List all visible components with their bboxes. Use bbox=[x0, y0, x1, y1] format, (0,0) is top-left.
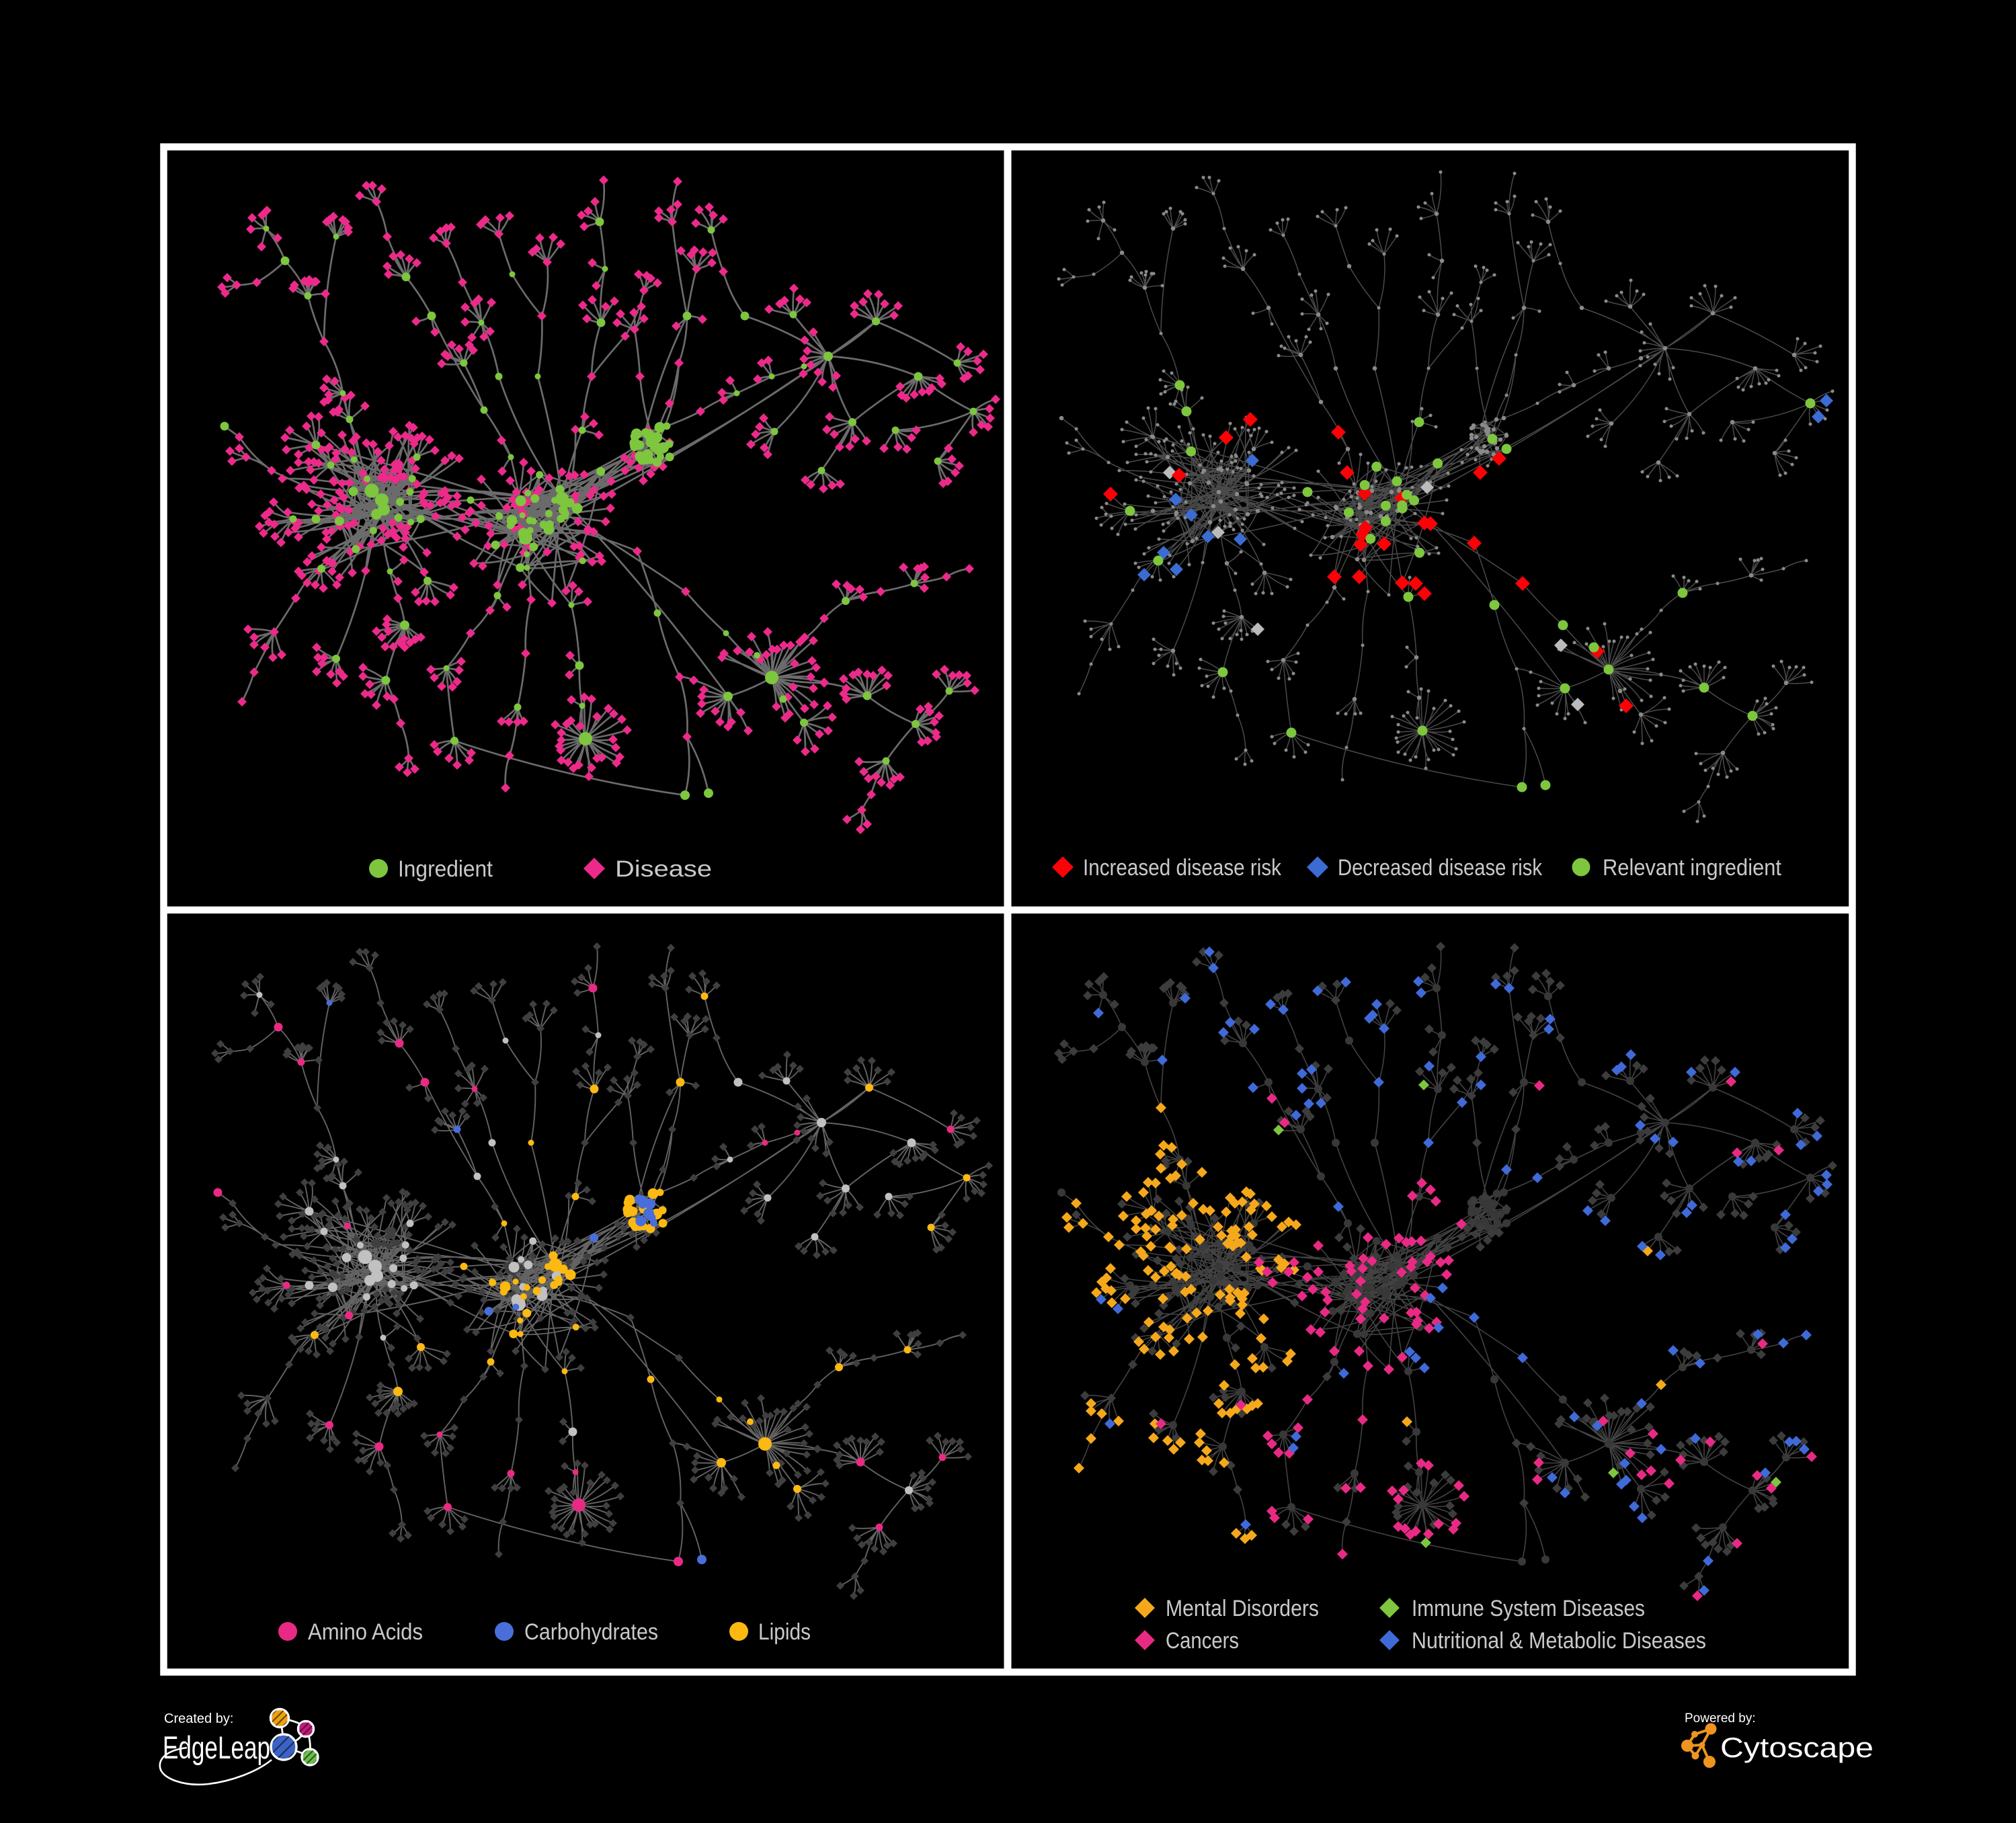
svg-text:Relevant ingredient: Relevant ingredient bbox=[1603, 855, 1782, 881]
svg-text:Cytoscape: Cytoscape bbox=[1720, 1732, 1873, 1763]
svg-text:Mental Disorders: Mental Disorders bbox=[1166, 1596, 1319, 1621]
svg-text:Ingredient: Ingredient bbox=[398, 856, 493, 882]
svg-text:Nutritional & Metabolic Diseas: Nutritional & Metabolic Diseases bbox=[1412, 1628, 1706, 1654]
svg-text:Cancers: Cancers bbox=[1166, 1628, 1239, 1654]
svg-text:Immune System Diseases: Immune System Diseases bbox=[1412, 1596, 1645, 1621]
svg-text:Carbohydrates: Carbohydrates bbox=[524, 1619, 658, 1645]
svg-text:Created by:: Created by: bbox=[164, 1711, 233, 1726]
svg-text:Increased disease risk: Increased disease risk bbox=[1083, 855, 1282, 881]
svg-text:Disease: Disease bbox=[615, 856, 712, 882]
svg-text:Lipids: Lipids bbox=[758, 1619, 811, 1645]
svg-text:Amino Acids: Amino Acids bbox=[308, 1619, 423, 1645]
svg-text:Powered by:: Powered by: bbox=[1685, 1711, 1756, 1726]
svg-text:Decreased disease risk: Decreased disease risk bbox=[1338, 855, 1543, 881]
svg-text:EdgeLeap: EdgeLeap bbox=[163, 1730, 270, 1765]
